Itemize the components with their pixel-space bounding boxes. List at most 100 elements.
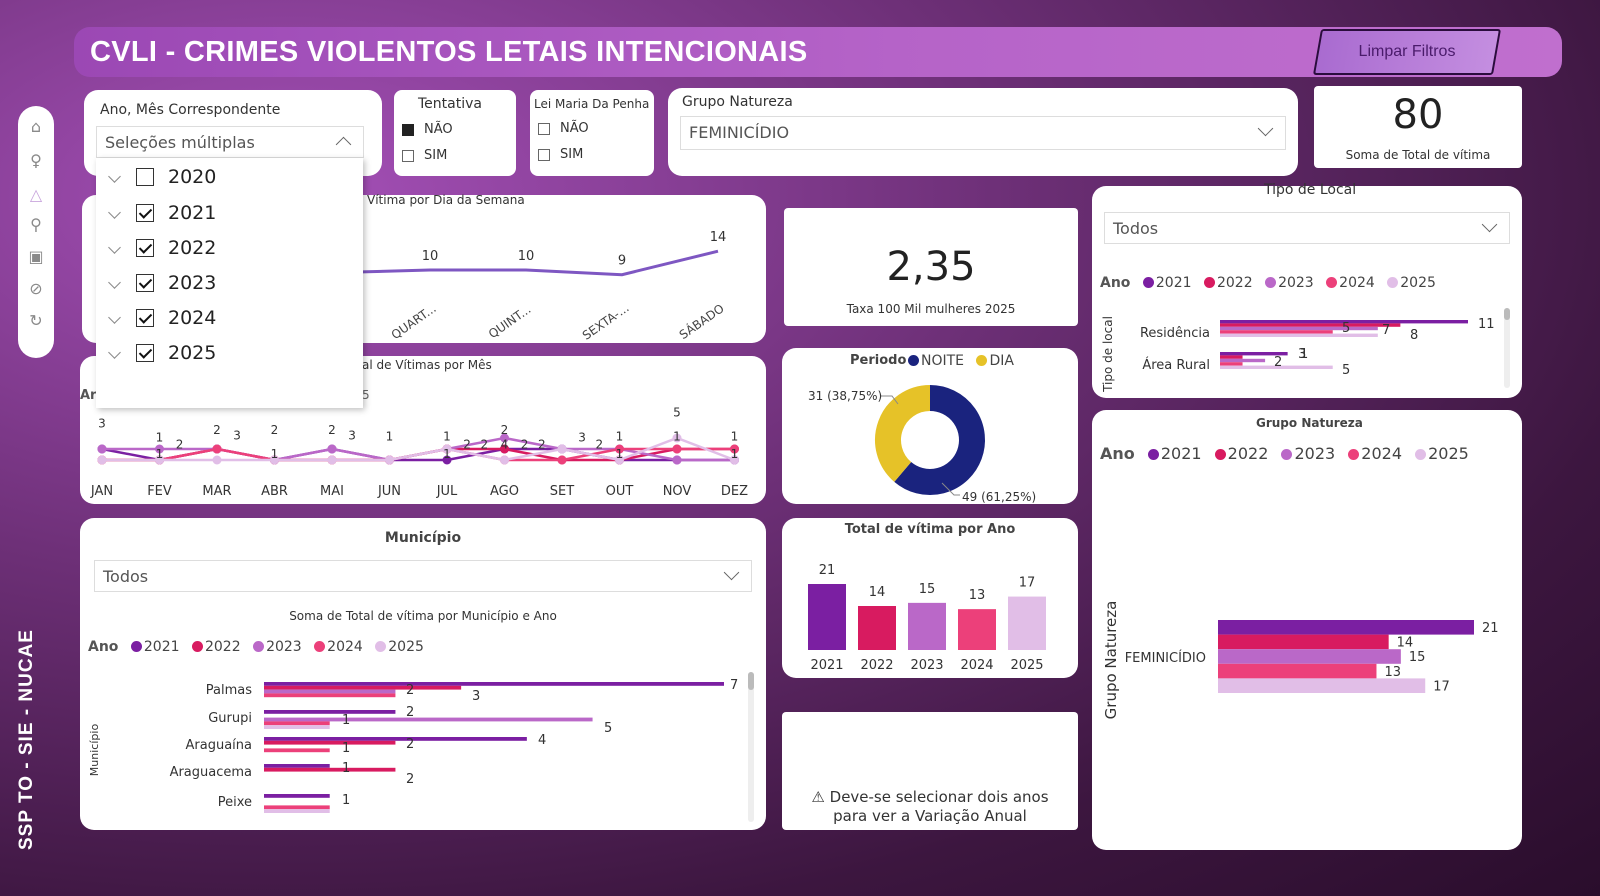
legend-2024: 2024 [1339,275,1375,291]
month-tick-label: JUN [377,484,401,499]
grupo-natureza-bar-2023 [1218,649,1401,664]
ano-bar-2022 [858,606,896,650]
tentativa-nao-checkbox[interactable] [402,124,414,136]
year-option-2025[interactable]: 2025 [108,342,350,372]
month-data-label: 3 [98,416,106,430]
month-data-label: 3 [348,429,356,443]
periodo-legend: NOITE DIA [908,353,1014,369]
lei-nao-checkbox[interactable] [538,123,550,135]
clear-filters-button[interactable]: Limpar Filtros [1312,29,1502,75]
municipio-card: Município Todos Soma de Total de vítima … [80,518,766,830]
month-point-2025 [155,455,164,465]
legend-dot-2023 [253,641,265,652]
year-option-2022[interactable]: 2022 [108,237,350,267]
ano-mes-dropdown[interactable]: Seleções múltiplas [96,126,364,158]
tipo-local-data-label: 1 [1300,347,1308,362]
year-label-2020: 2020 [168,166,217,188]
month-chart-clipped-label: Ar [80,388,97,403]
tipo-local-bar-2024 [1220,362,1243,366]
municipio-data-label: 2 [406,705,414,720]
municipio-category: Palmas [206,683,252,698]
month-point-2025 [270,455,279,465]
municipio-data-label: 1 [342,761,350,776]
donut-leader-noite [941,482,960,496]
periodo-title: Periodo [850,353,907,368]
municipio-bar-chart: Município Palmas Gurupi Araguaína Araguacema… [88,678,738,813]
lei-nao-label: NÃO [560,121,589,136]
year-option-2021[interactable]: 2021 [108,202,350,232]
year-option-2023[interactable]: 2023 [108,272,350,302]
refresh-icon[interactable]: ↻ [29,311,43,330]
person-icon[interactable]: ♀ [30,151,42,170]
kpi-taxa-card: 2,35 Taxa 100 Mil mulheres 2025 [784,208,1078,326]
weekday-tick-label: QUART... [389,301,439,342]
ano-data-label: 13 [969,588,986,603]
legend-2022: 2022 [1216,275,1253,291]
year-checkbox-2024[interactable] [136,309,154,327]
municipio-dropdown[interactable]: Todos [94,560,752,592]
chevron-up-icon [335,136,352,153]
municipio-scrollbar[interactable] [748,672,754,822]
year-checkbox-2021[interactable] [136,204,154,222]
year-checkbox-2020[interactable] [136,168,154,186]
nav-sidebar: ⌂ ♀ △ ⚲ ▣ ⊘ ↻ [18,106,54,358]
weekday-line-chart: 10 QUART... 10 QUINT... 9 SEXTA-... 14 SÁBADO [361,230,727,343]
ano-bar-2023 [908,602,946,650]
month-chart-clipped-sub: 5 [362,388,370,402]
tentativa-sim-checkbox[interactable] [402,150,414,162]
ano-tick-label: 2025 [1010,658,1043,673]
year-option-2020[interactable]: 2020 [108,166,350,196]
user-search-icon[interactable]: ⚲ [30,215,42,234]
weekday-series-line [361,249,719,277]
warning-icon[interactable]: △ [29,185,43,204]
tipo-local-data-label: 5 [1342,321,1350,336]
lei-sim-checkbox[interactable] [538,149,550,161]
tipo-local-bar-2024 [1220,330,1333,334]
tipo-local-category: Área Rural [1142,357,1210,373]
ano-data-label: 14 [869,585,886,600]
municipio-bar-2024 [264,805,330,810]
year-checkbox-2022[interactable] [136,239,154,257]
month-tick-label: JAN [90,484,113,499]
no-entry-icon[interactable]: ⊘ [29,279,43,298]
grupo-natureza-bar-2024 [1218,663,1377,679]
municipio-data-label: 1 [342,793,350,808]
municipio-scroll-thumb[interactable] [748,672,754,690]
kpi-total-card: 80 Soma de Total de vítima [1314,86,1522,168]
weekday-chart-title: Vítima por Dia da Semana [367,193,525,207]
tipo-local-scrollbar[interactable] [1504,308,1510,388]
month-data-label: 4 [501,437,509,451]
home-icon[interactable]: ⌂ [30,117,42,136]
month-data-label: 2 [328,423,336,437]
month-tick-label: SET [550,484,574,499]
tipo-local-bar-2022 [1220,323,1401,327]
grupo-natureza-data-label: 21 [1482,621,1499,636]
legend-2025: 2025 [1400,275,1436,291]
year-checkbox-2023[interactable] [136,274,154,292]
ano-bar-chart: 21 2021 14 2022 15 2023 13 2024 17 2025 [808,563,1046,673]
tipo-local-value: Todos [1113,219,1159,238]
legend-2022: 2022 [1227,444,1269,463]
legend-2021: 2021 [1160,444,1202,463]
month-data-label: 1 [156,431,164,445]
tipo-local-dropdown[interactable]: Todos [1104,212,1510,244]
tipo-local-data-label: 11 [1478,317,1495,332]
year-checkbox-2025[interactable] [136,344,154,362]
tipo-local-scroll-thumb[interactable] [1504,308,1510,320]
municipio-bar-2025 [264,809,330,813]
month-data-label: 1 [616,430,624,444]
municipio-bar-2021 [264,682,724,686]
month-data-label: 3 [578,431,586,445]
tipo-local-bar-2025 [1220,333,1378,337]
chevron-down-icon [108,206,121,219]
tentativa-filter: Tentativa NÃO SIM [394,90,516,176]
year-option-2024[interactable]: 2024 [108,307,350,337]
municipio-data-label: 5 [604,721,612,736]
tipo-local-data-label: 3 [1298,347,1306,362]
tipo-local-legend: Ano 2021 2022 2023 2024 2025 [1100,275,1436,291]
tentativa-label: Tentativa [418,96,482,112]
grupo-natureza-dropdown[interactable]: FEMINICÍDIO [680,116,1286,150]
month-point-2024 [730,444,739,454]
legend-2023: 2023 [1294,444,1336,463]
badge-icon[interactable]: ▣ [28,247,44,266]
